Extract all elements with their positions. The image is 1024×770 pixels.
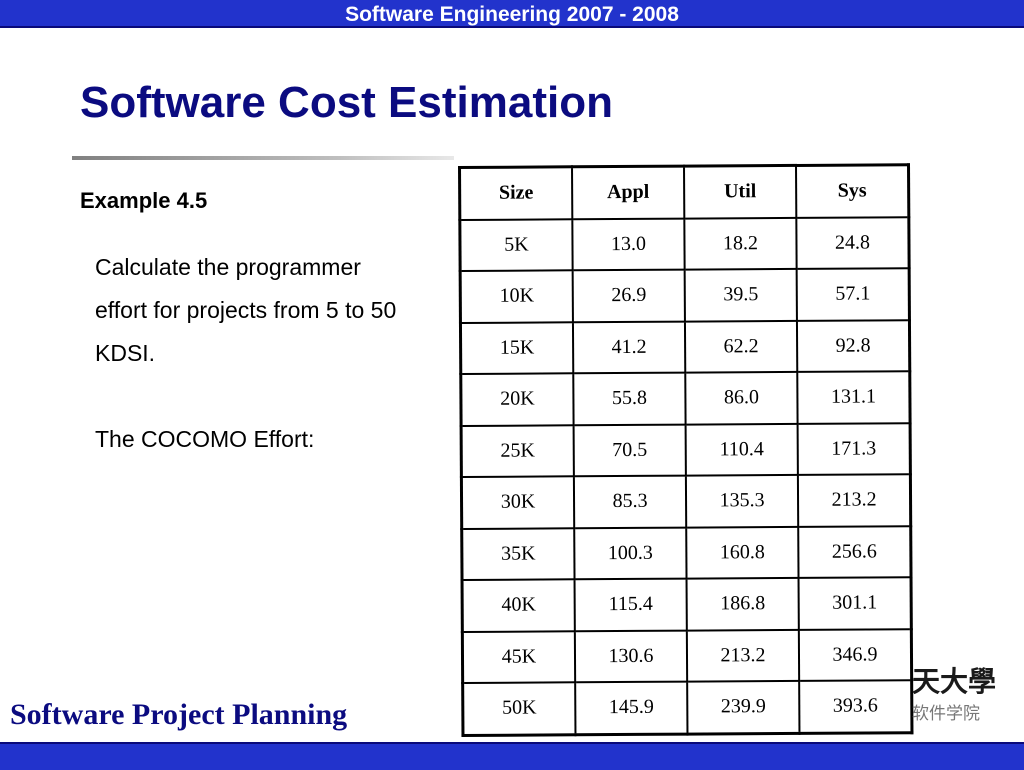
table-cell: 55.8 <box>573 372 686 425</box>
table-cell: 213.2 <box>686 629 800 682</box>
effort-table-scan: Size Appl Util Sys 5K 13.0 18.2 24.8 10K 26.9… <box>458 163 914 737</box>
table-row: 50K 145.9 239.9 393.6 <box>462 680 912 735</box>
table-row: 25K 70.5 110.4 171.3 <box>461 422 911 477</box>
table-row: 15K 41.2 62.2 92.8 <box>460 319 910 374</box>
footer-title: Software Project Planning <box>10 698 348 731</box>
table-cell: 50K <box>462 682 576 735</box>
table-row: 10K 26.9 39.5 57.1 <box>460 268 910 323</box>
header-util: Util <box>684 165 797 219</box>
table-row: 35K 100.3 160.8 256.6 <box>461 525 912 580</box>
table-cell: 85.3 <box>573 475 687 528</box>
table-cell: 41.2 <box>572 321 686 374</box>
logo-text-top: 天大學 <box>912 665 997 698</box>
header-sys: Sys <box>796 164 909 218</box>
bottom-banner <box>0 742 1024 770</box>
table-cell: 30K <box>461 476 575 529</box>
table-cell: 40K <box>462 579 575 632</box>
table-cell: 92.8 <box>796 319 910 372</box>
effort-table: Size Appl Util Sys 5K 13.0 18.2 24.8 10K 26.9… <box>458 163 914 737</box>
top-banner: Software Engineering 2007 - 2008 <box>0 0 1024 28</box>
table-body: 5K 13.0 18.2 24.8 10K 26.9 39.5 57.1 15K 41.2 62.2… <box>459 216 912 735</box>
table-cell: 135.3 <box>685 474 799 528</box>
table-cell: 25K <box>461 424 574 477</box>
table-cell: 18.2 <box>684 217 797 270</box>
cocomo-label: The COCOMO Effort: <box>95 426 315 452</box>
table-cell: 393.6 <box>799 680 912 733</box>
table-cell: 301.1 <box>798 577 912 630</box>
table-cell: 15K <box>460 321 574 374</box>
table-cell: 171.3 <box>797 422 911 475</box>
table-row: 5K 13.0 18.2 24.8 <box>459 216 910 271</box>
problem-statement: Calculate the programmer effort for proj… <box>95 254 397 366</box>
table-cell: 110.4 <box>685 423 798 476</box>
header-appl: Appl <box>572 166 685 219</box>
table-row: 40K 115.4 186.8 301.1 <box>462 577 912 632</box>
table-cell: 26.9 <box>572 269 685 322</box>
logo-text-bottom: 软件学院 <box>912 704 980 724</box>
slide-title: Software Cost Estimation <box>80 78 613 127</box>
table-cell: 100.3 <box>574 527 687 580</box>
table-cell: 5K <box>459 218 573 271</box>
header-size: Size <box>459 166 573 220</box>
table-cell: 10K <box>460 270 573 323</box>
table-header-row: Size Appl Util Sys <box>459 164 909 220</box>
table-cell: 86.0 <box>685 371 798 425</box>
table-row: 20K 55.8 86.0 131.1 <box>460 371 911 426</box>
university-logo: 天大學 软件学院 <box>912 664 1022 734</box>
table-cell: 256.6 <box>798 525 912 578</box>
table-row: 45K 130.6 213.2 346.9 <box>462 628 912 683</box>
table-cell: 57.1 <box>796 268 910 321</box>
body-text: Calculate the programmer effort for proj… <box>95 246 415 461</box>
table-cell: 20K <box>460 373 574 426</box>
course-title: Software Engineering 2007 - 2008 <box>345 3 679 26</box>
table-cell: 346.9 <box>798 628 912 681</box>
table-cell: 239.9 <box>687 680 800 734</box>
title-underline <box>72 156 454 160</box>
table-cell: 186.8 <box>686 577 799 631</box>
table-cell: 45K <box>462 630 576 683</box>
example-heading: Example 4.5 <box>80 188 208 213</box>
table-cell: 62.2 <box>684 320 798 373</box>
table-cell: 115.4 <box>574 578 687 631</box>
table-cell: 145.9 <box>575 681 688 735</box>
table-cell: 130.6 <box>574 630 688 683</box>
table-cell: 70.5 <box>573 424 686 477</box>
table-cell: 131.1 <box>797 371 911 424</box>
table-cell: 39.5 <box>684 268 797 322</box>
table-cell: 13.0 <box>572 218 685 271</box>
table-cell: 213.2 <box>797 474 911 527</box>
table-cell: 35K <box>461 527 575 580</box>
table-cell: 160.8 <box>686 526 799 579</box>
table-cell: 24.8 <box>796 216 910 269</box>
table-row: 30K 85.3 135.3 213.2 <box>461 474 911 529</box>
